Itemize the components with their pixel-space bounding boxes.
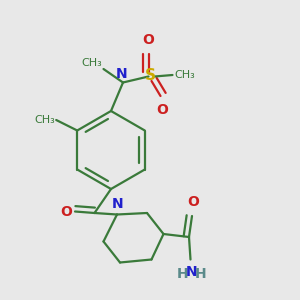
Text: N: N	[116, 67, 127, 81]
Text: CH₃: CH₃	[174, 70, 195, 80]
Text: CH₃: CH₃	[81, 58, 102, 68]
Text: O: O	[156, 103, 168, 117]
Text: O: O	[142, 32, 154, 46]
Text: H: H	[177, 267, 189, 281]
Text: N: N	[112, 197, 123, 211]
Text: O: O	[188, 195, 200, 209]
Text: O: O	[61, 205, 73, 218]
Text: CH₃: CH₃	[34, 115, 55, 125]
Text: N: N	[186, 265, 198, 279]
Text: H: H	[195, 267, 207, 281]
Text: S: S	[145, 68, 155, 82]
